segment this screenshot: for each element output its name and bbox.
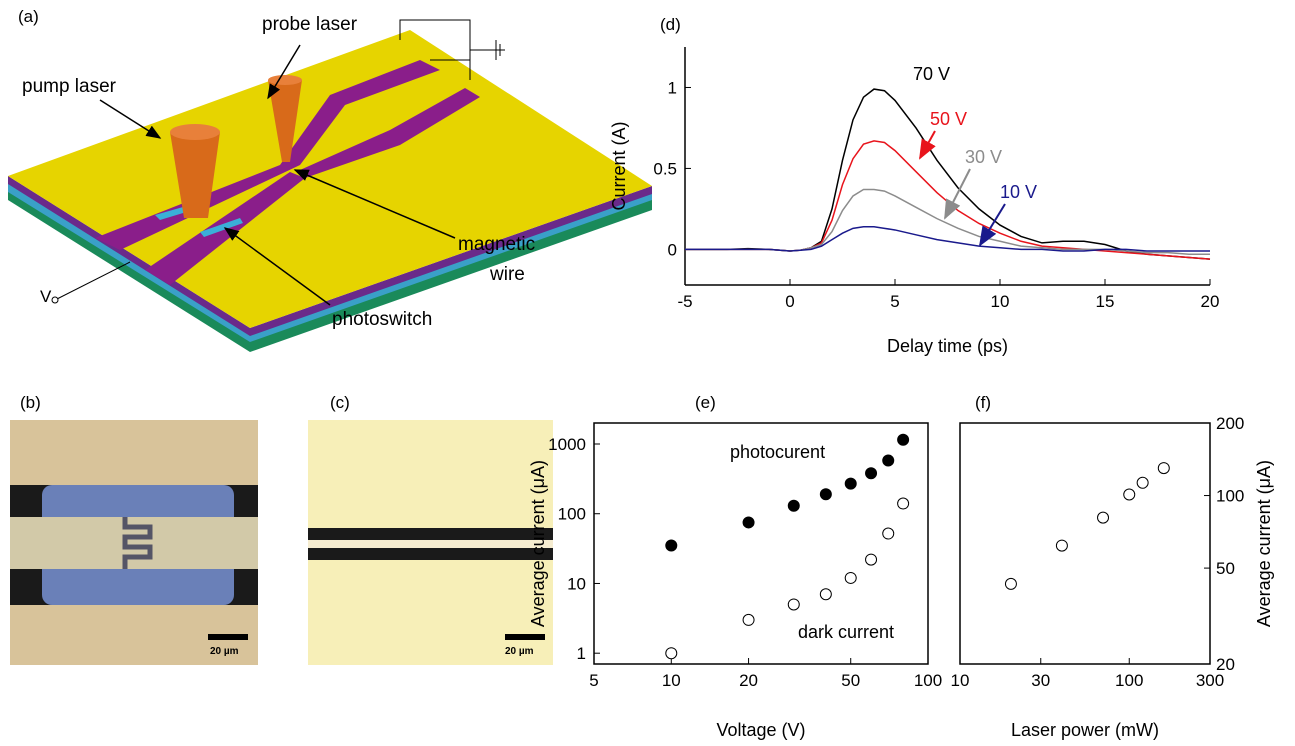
series-label: 50 V: [930, 109, 967, 129]
x-tick-label: 100: [1115, 671, 1143, 690]
y-axis-label: Current (A): [609, 121, 629, 210]
x-tick-label: 20: [739, 671, 758, 690]
label: photoswitch: [332, 309, 432, 330]
x-tick-label: 5: [589, 671, 598, 690]
point: [665, 539, 678, 552]
x-tick-label: 20: [1201, 292, 1220, 311]
y-tick-label: 20: [1216, 655, 1235, 674]
point: [1157, 462, 1170, 475]
x-tick-label: 100: [914, 671, 942, 690]
panel-label: (c): [330, 393, 350, 412]
point: [1055, 539, 1068, 552]
point: [897, 433, 910, 446]
x-axis-label: Laser power (mW): [1011, 720, 1159, 740]
point: [1004, 577, 1017, 590]
series-label: 70 V: [913, 64, 950, 84]
y-tick-label: 100: [1216, 487, 1244, 506]
series-arrow: [978, 203, 1006, 247]
panel-label: (e): [695, 393, 716, 412]
x-tick-label: 0: [785, 292, 794, 311]
point: [897, 497, 910, 510]
point: [844, 477, 857, 490]
y-axis-label: Average current (μA): [1254, 460, 1274, 627]
panel-label: (a): [18, 7, 39, 26]
x-tick-label: 10: [951, 671, 970, 690]
point: [742, 613, 755, 626]
line: [685, 188, 1210, 255]
y-tick-label: 1000: [548, 435, 586, 454]
point: [865, 553, 878, 566]
y-tick-label: 10: [567, 574, 586, 593]
point: [1136, 476, 1149, 489]
micrograph-b: (b) 20 µm: [10, 393, 258, 665]
y-tick-label: 200: [1216, 414, 1244, 433]
series-arrow: [944, 168, 971, 220]
label: V: [40, 287, 52, 306]
device-illustration: (a) probe laser pump laser magnetic wire…: [8, 7, 652, 352]
plot-frame: [593, 422, 929, 665]
point: [742, 516, 755, 529]
point: [882, 527, 895, 540]
point: [1097, 511, 1110, 524]
x-tick-label: 50: [841, 671, 860, 690]
point: [787, 598, 800, 611]
x-tick-label: -5: [677, 292, 692, 311]
scale-label: 20 µm: [210, 646, 239, 657]
label: magnetic: [458, 234, 535, 255]
panel-label: (d): [660, 15, 681, 34]
point: [865, 467, 878, 480]
plot-frame: [959, 422, 1211, 665]
series-arrow: [919, 130, 936, 160]
label: probe laser: [262, 14, 358, 35]
series-label: 10 V: [1000, 182, 1037, 202]
micrograph-c: (c) 20 µm: [308, 393, 553, 665]
label: pump laser: [22, 76, 117, 97]
point: [787, 499, 800, 512]
panel-label: (f): [975, 393, 991, 412]
series-label: photocurent: [730, 442, 825, 462]
point: [665, 647, 678, 660]
x-tick-label: 5: [890, 292, 899, 311]
x-tick-label: 10: [662, 671, 681, 690]
point: [819, 588, 832, 601]
y-tick-label: 50: [1216, 559, 1235, 578]
y-tick-label: 100: [558, 505, 586, 524]
label: wire: [489, 264, 525, 285]
point: [844, 571, 857, 584]
point: [819, 488, 832, 501]
point: [882, 454, 895, 467]
series-label: 30 V: [965, 147, 1002, 167]
y-tick-label: 1: [577, 644, 586, 663]
point: [1123, 488, 1136, 501]
line: [685, 225, 1210, 252]
x-tick-label: 30: [1031, 671, 1050, 690]
y-tick-label: 0: [668, 240, 677, 259]
y-tick-label: 1: [668, 78, 677, 97]
x-axis-label: Delay time (ps): [887, 336, 1008, 356]
x-tick-label: 10: [991, 292, 1010, 311]
series-label: dark current: [798, 622, 894, 642]
x-tick-label: 300: [1196, 671, 1224, 690]
scale-label: 20 µm: [505, 646, 534, 657]
panel-label: (b): [20, 393, 41, 412]
y-tick-label: 0.5: [653, 159, 677, 178]
y-axis-label: Average current (μA): [528, 460, 548, 627]
x-axis-label: Voltage (V): [716, 720, 805, 740]
x-tick-label: 15: [1096, 292, 1115, 311]
